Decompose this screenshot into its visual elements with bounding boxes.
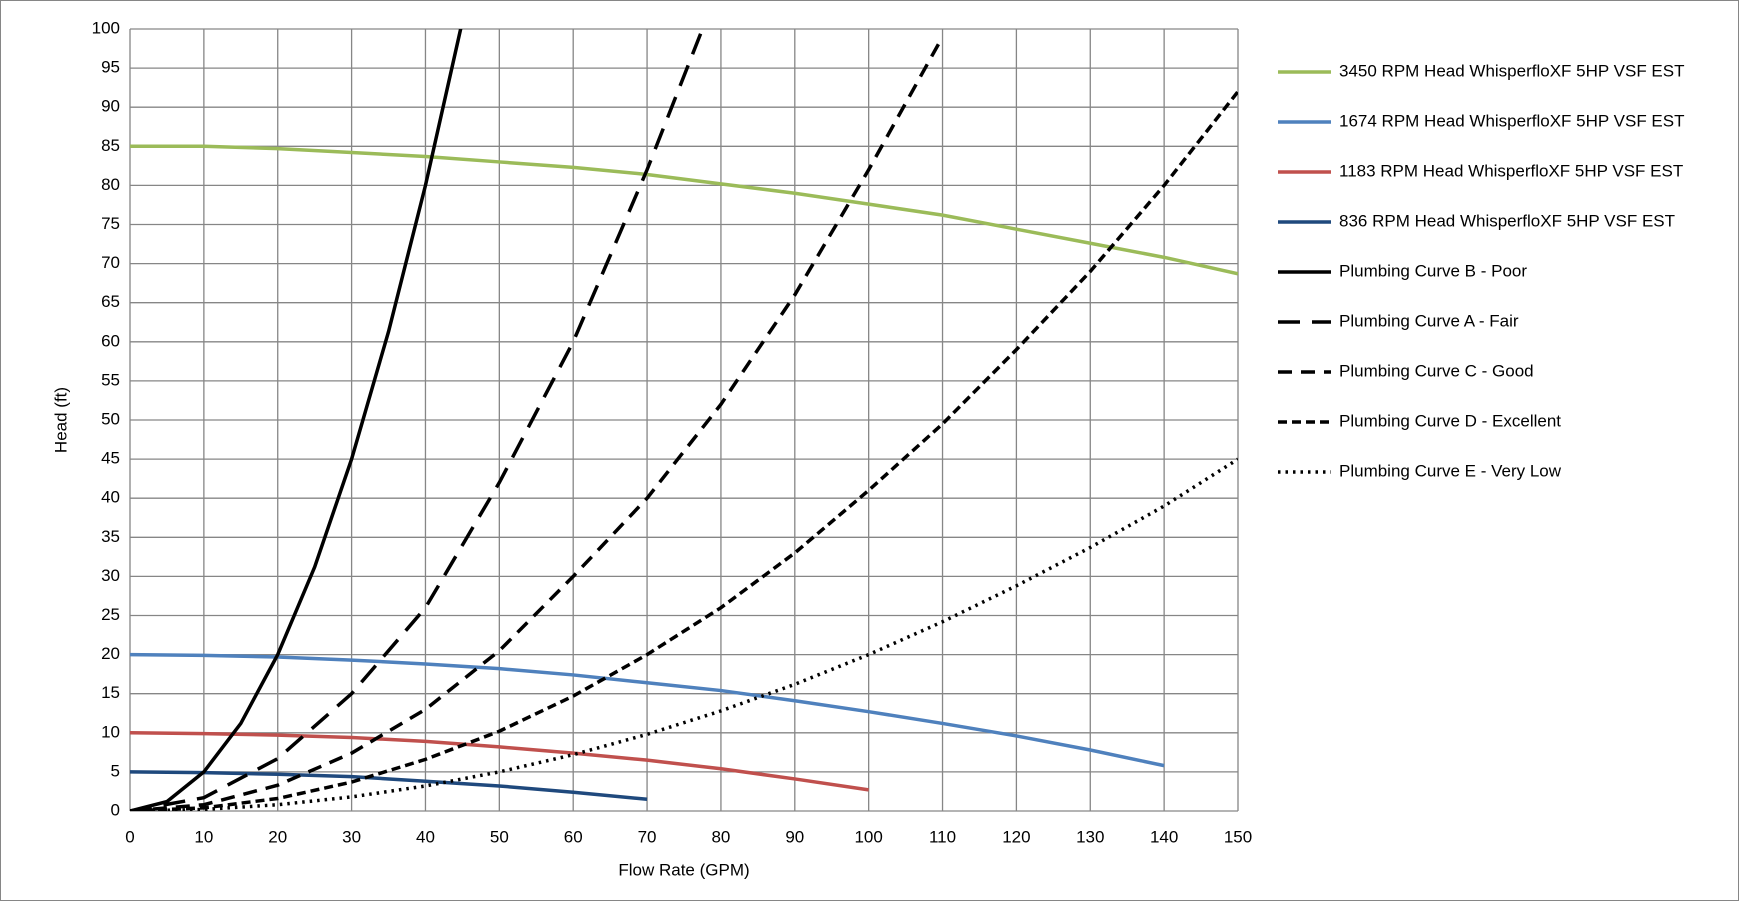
- legend-label: 1183 RPM Head WhisperfloXF 5HP VSF EST: [1339, 161, 1683, 180]
- x-tick-label: 50: [490, 827, 509, 846]
- x-tick-label: 80: [711, 827, 730, 846]
- y-tick-label: 15: [101, 683, 120, 702]
- y-tick-label: 25: [101, 605, 120, 624]
- legend-label: Plumbing Curve D - Excellent: [1339, 411, 1561, 430]
- x-tick-label: 130: [1076, 827, 1104, 846]
- x-tick-label: 70: [638, 827, 657, 846]
- x-tick-label: 90: [785, 827, 804, 846]
- legend-label: 3450 RPM Head WhisperfloXF 5HP VSF EST: [1339, 61, 1685, 80]
- y-tick-label: 10: [101, 722, 120, 741]
- series-line: [130, 652, 1165, 768]
- series-line: [130, 35, 945, 811]
- y-tick-label: 60: [101, 331, 120, 350]
- y-tick-label: 70: [101, 253, 120, 272]
- x-tick-label: 150: [1224, 827, 1252, 846]
- y-tick-label: 100: [92, 18, 120, 37]
- x-tick-label: 140: [1150, 827, 1178, 846]
- legend-label: Plumbing Curve A - Fair: [1339, 311, 1519, 330]
- x-tick-label: 60: [564, 827, 583, 846]
- legend-label: Plumbing Curve E - Very Low: [1339, 461, 1562, 480]
- legend-label: Plumbing Curve B - Poor: [1339, 261, 1527, 280]
- x-tick-label: 100: [854, 827, 882, 846]
- x-tick-label: 110: [929, 827, 956, 846]
- y-tick-label: 55: [101, 370, 120, 389]
- x-tick-label: 40: [416, 827, 435, 846]
- y-tick-label: 50: [101, 409, 120, 428]
- x-axis-title: Flow Rate (GPM): [618, 860, 749, 879]
- plot-area: [130, 29, 1238, 811]
- series-line: [130, 29, 463, 811]
- series-line: [130, 29, 705, 811]
- y-tick-label: 30: [101, 566, 120, 585]
- y-tick-label: 85: [101, 136, 120, 155]
- y-tick-label: 90: [101, 97, 120, 116]
- y-tick-label: 0: [111, 800, 120, 819]
- y-tick-label: 20: [101, 644, 120, 663]
- x-tick-label: 20: [268, 827, 287, 846]
- legend-label: 1674 RPM Head WhisperfloXF 5HP VSF EST: [1339, 111, 1685, 130]
- y-tick-label: 65: [101, 292, 120, 311]
- x-tick-label: 120: [1002, 827, 1030, 846]
- y-tick-label: 75: [101, 214, 120, 233]
- series-line: [130, 770, 648, 802]
- y-tick-label: 40: [101, 488, 120, 507]
- x-tick-label: 10: [194, 827, 213, 846]
- y-tick-label: 95: [101, 58, 120, 77]
- x-tick-label: 30: [342, 827, 361, 846]
- series-line: [130, 144, 1238, 276]
- y-tick-label: 35: [101, 527, 120, 546]
- legend-label: 836 RPM Head WhisperfloXF 5HP VSF EST: [1339, 211, 1675, 230]
- x-tick-label: 0: [125, 827, 134, 846]
- y-tick-label: 80: [101, 175, 120, 194]
- series-line: [130, 90, 1238, 811]
- y-tick-label: 45: [101, 449, 120, 468]
- y-axis-title: Head (ft): [51, 387, 70, 453]
- series-line: [130, 457, 1238, 811]
- series-line: [130, 731, 869, 792]
- y-tick-label: 5: [111, 761, 120, 780]
- legend-label: Plumbing Curve C - Good: [1339, 361, 1534, 380]
